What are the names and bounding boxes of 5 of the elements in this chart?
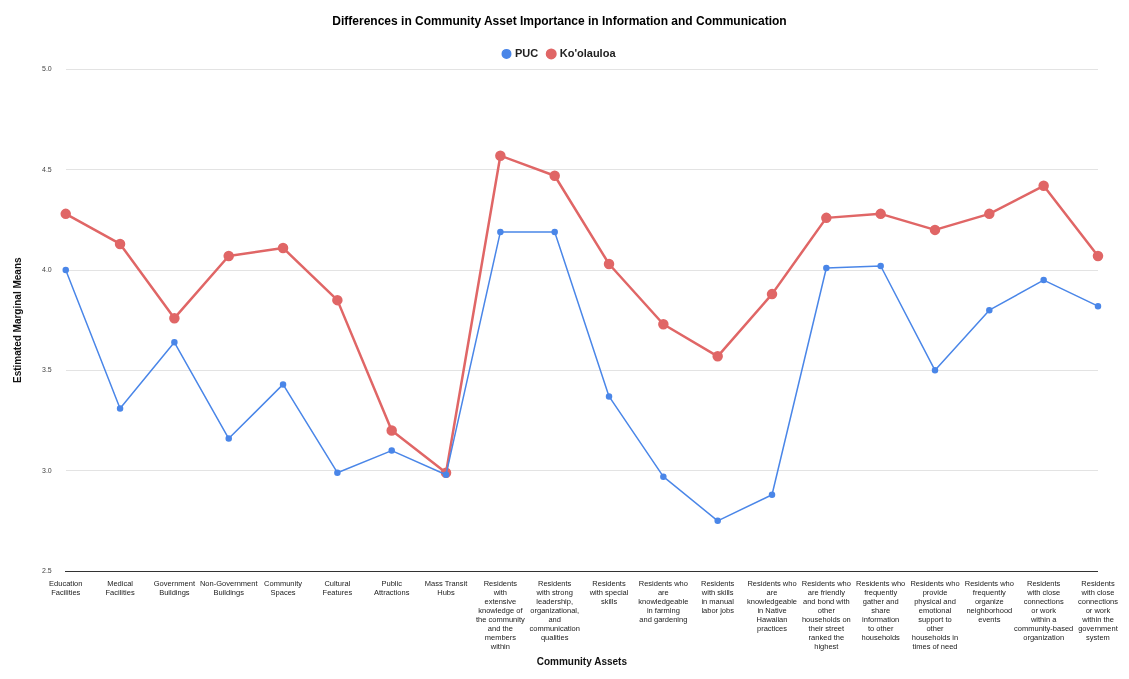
chart-title: Differences in Community Asset Importance in Information and Communication (332, 13, 787, 28)
y-axis-title: Estimated Marginal Means (11, 256, 23, 383)
legend-label: Ko'olauloa (559, 46, 617, 59)
legend-label: PUC (515, 46, 539, 59)
x-axis-title: Community Assets (536, 655, 628, 667)
